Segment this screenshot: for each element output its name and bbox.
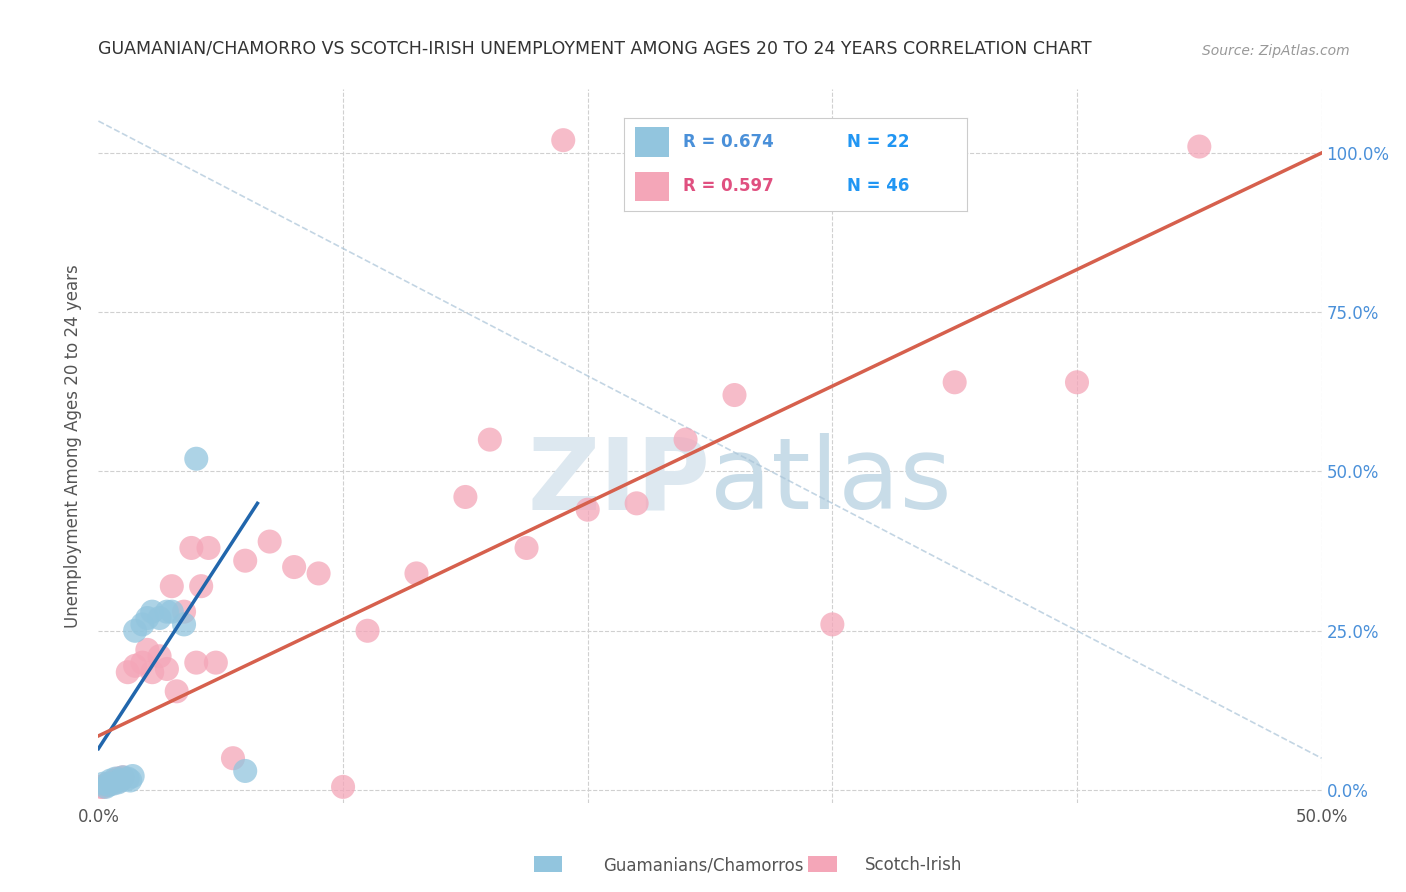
Point <box>124 658 146 673</box>
Text: Guamanians/Chamorros: Guamanians/Chamorros <box>603 856 803 874</box>
Point <box>797 133 820 147</box>
Point <box>821 617 844 632</box>
Point <box>205 656 228 670</box>
Point <box>91 780 114 794</box>
Point <box>156 662 179 676</box>
Point <box>111 770 134 784</box>
Point <box>233 764 256 778</box>
Point <box>478 433 501 447</box>
Point <box>166 684 188 698</box>
Point <box>117 665 139 680</box>
Point <box>1066 376 1088 390</box>
Point <box>332 780 354 794</box>
Point <box>308 566 330 581</box>
Point <box>110 773 132 788</box>
Point <box>94 778 117 792</box>
Point <box>405 566 427 581</box>
Point <box>675 433 697 447</box>
Point <box>233 554 256 568</box>
Point <box>136 643 159 657</box>
Point <box>136 611 159 625</box>
Point <box>943 376 966 390</box>
Point <box>180 541 202 555</box>
Point <box>131 617 153 632</box>
Point <box>124 624 146 638</box>
Text: ZIP: ZIP <box>527 434 710 530</box>
Point <box>107 775 129 789</box>
Point <box>90 780 112 794</box>
Point <box>131 656 153 670</box>
Point <box>576 502 599 516</box>
Text: Scotch-Irish: Scotch-Irish <box>865 856 963 874</box>
Point <box>190 579 212 593</box>
Point <box>149 611 172 625</box>
Point <box>97 778 120 792</box>
Point <box>107 772 129 786</box>
Point <box>104 772 127 786</box>
Point <box>149 649 172 664</box>
Point <box>101 777 124 791</box>
Point <box>120 773 142 788</box>
Point <box>173 617 195 632</box>
Point <box>100 777 122 791</box>
Point <box>160 579 183 593</box>
Point <box>173 605 195 619</box>
Text: atlas: atlas <box>710 434 952 530</box>
Point <box>197 541 219 555</box>
Point <box>156 605 179 619</box>
Point <box>111 770 134 784</box>
Text: GUAMANIAN/CHAMORRO VS SCOTCH-IRISH UNEMPLOYMENT AMONG AGES 20 TO 24 YEARS CORREL: GUAMANIAN/CHAMORRO VS SCOTCH-IRISH UNEMP… <box>98 40 1092 58</box>
Point <box>626 496 648 510</box>
Point <box>104 773 127 788</box>
Point <box>186 451 208 466</box>
Point <box>454 490 477 504</box>
Point <box>356 624 378 638</box>
Point <box>160 605 183 619</box>
Point <box>553 133 575 147</box>
Point <box>283 560 305 574</box>
Point <box>186 656 208 670</box>
Point <box>110 773 132 788</box>
Y-axis label: Unemployment Among Ages 20 to 24 years: Unemployment Among Ages 20 to 24 years <box>65 264 83 628</box>
Point <box>100 773 122 788</box>
Point <box>97 777 120 791</box>
Point <box>117 772 139 786</box>
Point <box>121 769 143 783</box>
Point <box>1188 139 1211 153</box>
Point <box>259 534 281 549</box>
Point <box>141 665 163 680</box>
Point <box>94 780 117 794</box>
Point <box>222 751 245 765</box>
Point <box>515 541 537 555</box>
Point <box>723 388 745 402</box>
Point <box>91 777 114 791</box>
Point <box>141 605 163 619</box>
Text: Source: ZipAtlas.com: Source: ZipAtlas.com <box>1202 44 1350 58</box>
Point <box>101 775 124 789</box>
